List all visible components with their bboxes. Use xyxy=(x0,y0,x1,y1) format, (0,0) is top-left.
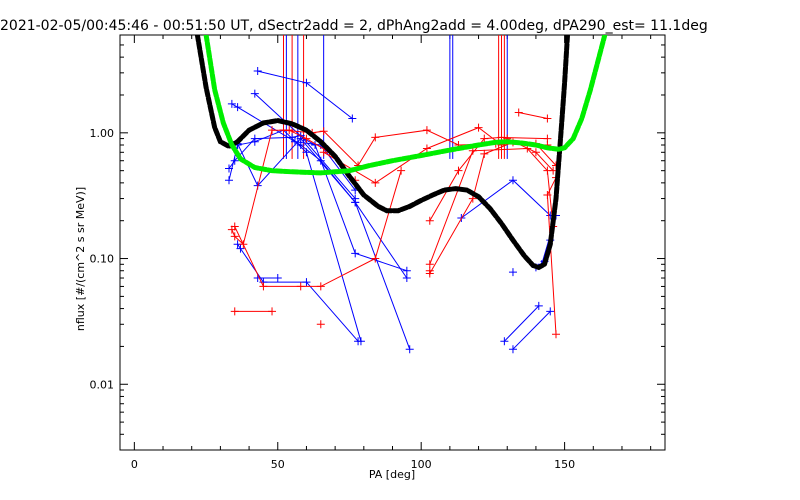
red-data-point xyxy=(474,123,483,132)
blue-data-point xyxy=(236,244,245,253)
axes xyxy=(119,34,666,451)
red-data-point xyxy=(425,216,434,225)
blue-data-point xyxy=(508,345,517,354)
black-model-curve xyxy=(194,35,570,271)
red-series-line xyxy=(231,129,356,246)
blue-data-point xyxy=(500,337,509,346)
y-tick-label: 0.01 xyxy=(90,378,115,391)
red-data-point xyxy=(230,232,239,241)
blue-data-point xyxy=(273,274,282,283)
blue-series-line xyxy=(461,179,551,219)
red-data-point xyxy=(552,330,560,339)
blue-data-point xyxy=(508,176,517,185)
x-axis-label: PA [deg] xyxy=(369,468,415,481)
blue-data-point xyxy=(534,301,543,310)
blue-data-point xyxy=(290,137,299,146)
blue-series-line xyxy=(237,243,359,342)
blue-series-line xyxy=(504,305,540,342)
x-tick-label: 50 xyxy=(271,458,285,471)
y-axis-label: nflux [#/(cm^2 s sr MeV)] xyxy=(74,187,87,331)
red-series-line xyxy=(518,112,548,119)
red-data-point xyxy=(319,127,328,136)
green-model-curve xyxy=(203,35,608,176)
blue-data-point xyxy=(351,249,360,258)
red-data-point xyxy=(422,126,431,135)
x-tick-label: 150 xyxy=(554,458,575,471)
blue-data-point xyxy=(225,176,233,185)
blue-data-point xyxy=(288,133,297,142)
red-data-point xyxy=(268,126,277,135)
blue-data-point xyxy=(250,137,259,146)
chart-title: 2021-02-05/00:45:46 - 00:51:50 UT, dSect… xyxy=(0,18,708,34)
blue-data-point xyxy=(546,307,555,316)
plot-area xyxy=(194,35,608,354)
red-data-point xyxy=(296,282,305,291)
blue-series-line xyxy=(257,70,353,119)
red-data-point xyxy=(302,134,311,143)
red-data-point xyxy=(316,282,325,291)
y-tick-label: 1.00 xyxy=(90,127,115,140)
red-data-point xyxy=(371,178,380,187)
red-data-point xyxy=(316,320,325,329)
x-ticks: 0 50 100 150 xyxy=(131,35,652,471)
x-tick-label: 100 xyxy=(411,458,432,471)
red-data-point xyxy=(514,108,523,117)
red-data-point xyxy=(543,134,552,143)
blue-data-point xyxy=(233,103,242,112)
red-data-point xyxy=(543,166,552,175)
blue-data-point xyxy=(250,89,259,98)
y-tick-label: 0.10 xyxy=(90,253,115,266)
data-layer xyxy=(194,35,608,354)
red-data-point xyxy=(425,269,434,278)
blue-data-point xyxy=(508,268,517,277)
y-ticks: 0.01 0.10 1.00 xyxy=(90,34,665,451)
red-data-point xyxy=(531,148,540,157)
plot-frame xyxy=(119,34,666,451)
blue-data-point xyxy=(348,114,357,123)
red-data-point xyxy=(371,133,380,142)
blue-data-point xyxy=(302,148,311,157)
x-tick-label: 0 xyxy=(131,458,138,471)
blue-data-point xyxy=(402,274,411,283)
red-data-point xyxy=(397,166,406,175)
red-data-point xyxy=(454,166,463,175)
red-data-point xyxy=(480,149,489,158)
blue-series-line xyxy=(512,311,551,350)
blue-data-point xyxy=(302,78,311,87)
red-series-line xyxy=(323,127,554,184)
red-data-point xyxy=(371,254,380,263)
red-data-point xyxy=(259,282,268,291)
red-series-line xyxy=(234,170,402,287)
red-data-point xyxy=(543,114,552,123)
blue-data-point xyxy=(405,345,414,354)
blue-data-point xyxy=(354,337,363,346)
blue-data-point xyxy=(302,278,311,287)
red-data-point xyxy=(543,191,552,200)
blue-data-point xyxy=(351,198,360,207)
blue-data-point xyxy=(227,99,236,108)
red-data-point xyxy=(230,222,239,231)
red-data-point xyxy=(319,148,328,157)
red-data-point xyxy=(480,134,489,143)
red-data-point xyxy=(422,144,431,153)
red-data-point xyxy=(230,307,239,316)
blue-series-line xyxy=(231,103,408,279)
red-series-line xyxy=(429,147,554,265)
blue-data-point xyxy=(253,67,262,76)
red-data-point xyxy=(279,126,288,135)
red-series-line xyxy=(429,141,557,276)
blue-data-point xyxy=(402,266,411,275)
red-data-point xyxy=(268,307,277,316)
